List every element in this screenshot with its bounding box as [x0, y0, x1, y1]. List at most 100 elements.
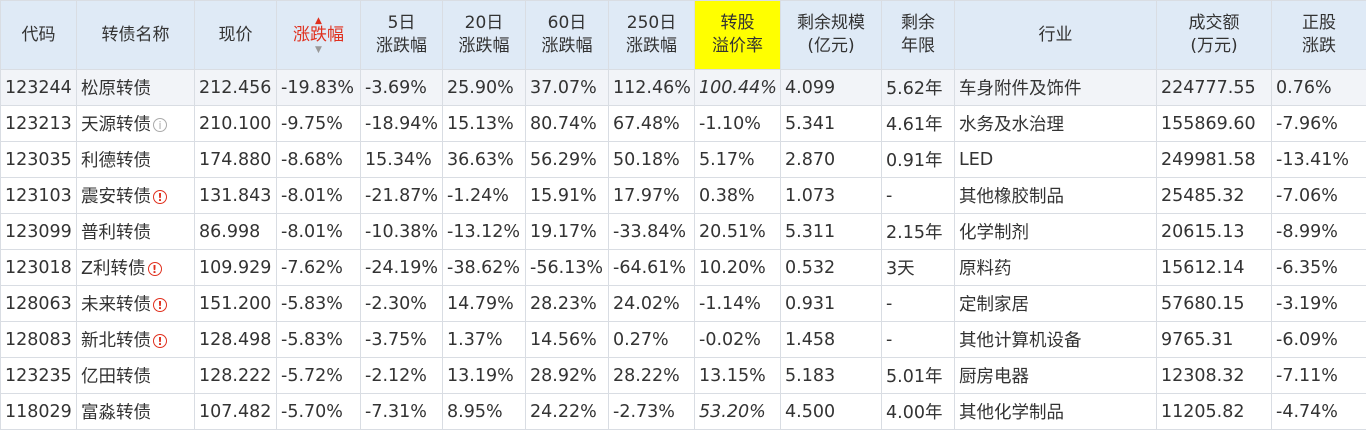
cell-code[interactable]: 128063: [0, 285, 77, 322]
cell-code[interactable]: 123244: [0, 69, 77, 106]
cell-code-text[interactable]: 123099: [5, 221, 72, 242]
col-header-chg5[interactable]: 5日 涨跌幅: [360, 0, 443, 70]
cell-amount-text: 57680.15: [1161, 293, 1245, 314]
cell-premium: -0.02%: [694, 321, 781, 358]
col-header-change[interactable]: ▲ 涨跌幅 ▼: [276, 0, 361, 70]
cell-name-text[interactable]: 富淼转债: [81, 403, 151, 423]
cell-name[interactable]: 利德转债: [76, 141, 195, 178]
cell-name[interactable]: Z利转债!: [76, 249, 195, 286]
cell-change-text: -5.70%: [281, 401, 343, 422]
cell-name-text[interactable]: 震安转债: [81, 187, 151, 207]
cell-chg60-text: 28.23%: [530, 293, 597, 314]
cell-stock-change-text: -3.19%: [1276, 293, 1338, 314]
cell-chg20: -13.12%: [442, 213, 526, 250]
cell-chg5: -2.12%: [360, 357, 443, 394]
cell-industry-text: 其他化学制品: [959, 403, 1064, 423]
cell-name[interactable]: 富淼转债: [76, 393, 195, 430]
cell-chg250-text: -33.84%: [613, 221, 687, 242]
cell-price: 107.482: [194, 393, 277, 430]
cell-price-text: 151.200: [199, 293, 272, 314]
info-icon[interactable]: i: [153, 118, 167, 132]
cell-name-text[interactable]: 亿田转债: [81, 367, 151, 387]
col-header-chg60[interactable]: 60日 涨跌幅: [525, 0, 609, 70]
col-header-chg20[interactable]: 20日 涨跌幅: [442, 0, 526, 70]
cell-industry: 厨房电器: [954, 357, 1157, 394]
table-row[interactable]: 128083 新北转债! 128.498 -5.83% -3.75% 1.37% 14.56…: [0, 321, 1366, 358]
table-row[interactable]: 123099 普利转债 86.998 -8.01% -10.38% -13.12% 19.1…: [0, 213, 1366, 250]
cell-code[interactable]: 123213: [0, 105, 77, 142]
cell-code-text[interactable]: 118029: [5, 401, 72, 422]
cell-premium: 0.38%: [694, 177, 781, 214]
cell-code[interactable]: 123035: [0, 141, 77, 178]
cell-name[interactable]: 天源转债 i: [76, 105, 195, 142]
cell-name[interactable]: 亿田转债: [76, 357, 195, 394]
cell-code[interactable]: 123103: [0, 177, 77, 214]
cell-code-text[interactable]: 128083: [5, 329, 72, 350]
cell-chg250-text: 67.48%: [613, 113, 680, 134]
cell-code-text[interactable]: 123103: [5, 185, 72, 206]
table-row[interactable]: 123213 天源转债 i 210.100 -9.75% -18.94% 15.13% 80.…: [0, 105, 1366, 142]
table-row[interactable]: 123035 利德转债 174.880 -8.68% 15.34% 36.63% 56.29…: [0, 141, 1366, 178]
cell-name[interactable]: 震安转债!: [76, 177, 195, 214]
table-row[interactable]: 123103 震安转债! 131.843 -8.01% -21.87% -1.24% 15.…: [0, 177, 1366, 214]
warning-icon[interactable]: !: [153, 334, 167, 348]
warning-icon[interactable]: !: [153, 298, 167, 312]
cell-code-text[interactable]: 128063: [5, 293, 72, 314]
cell-chg60-text: 24.22%: [530, 401, 597, 422]
cell-name-text[interactable]: Z利转债: [81, 259, 146, 279]
cell-code[interactable]: 123018: [0, 249, 77, 286]
cell-code-text[interactable]: 123213: [5, 113, 72, 134]
cell-name-text[interactable]: 新北转债: [81, 331, 151, 351]
col-header-code[interactable]: 代码: [0, 0, 77, 70]
cell-chg5: -3.75%: [360, 321, 443, 358]
col-header-scale[interactable]: 剩余规模 (亿元): [780, 0, 882, 70]
cell-chg5-text: -24.19%: [365, 257, 439, 278]
cell-chg60-text: -56.13%: [530, 257, 604, 278]
cell-name[interactable]: 未来转债!: [76, 285, 195, 322]
cell-code[interactable]: 123235: [0, 357, 77, 394]
col-header-price[interactable]: 现价: [194, 0, 277, 70]
col-header-amount[interactable]: 成交额 (万元): [1156, 0, 1272, 70]
cell-price-text: 128.222: [199, 365, 272, 386]
col-header-premium[interactable]: 转股 溢价率: [694, 0, 781, 70]
table-row[interactable]: 123018 Z利转债! 109.929 -7.62% -24.19% -38.62% -5…: [0, 249, 1366, 286]
cell-chg5-text: -3.69%: [365, 77, 427, 98]
col-header-name[interactable]: 转债名称: [76, 0, 195, 70]
cell-name[interactable]: 普利转债: [76, 213, 195, 250]
cell-chg60: 28.23%: [525, 285, 609, 322]
table-row[interactable]: 123235 亿田转债 128.222 -5.72% -2.12% 13.19% 28.92…: [0, 357, 1366, 394]
cell-name-text[interactable]: 未来转债: [81, 295, 151, 315]
cell-price: 210.100: [194, 105, 277, 142]
col-header-chg250[interactable]: 250日 涨跌幅: [608, 0, 695, 70]
cell-name[interactable]: 松原转债: [76, 69, 195, 106]
cell-price-text: 109.929: [199, 257, 272, 278]
cell-code-text[interactable]: 123018: [5, 257, 72, 278]
cell-scale-text: 2.870: [785, 149, 836, 170]
cell-scale: 5.341: [780, 105, 882, 142]
col-header-stock-change[interactable]: 正股 涨跌: [1271, 0, 1366, 70]
cell-code[interactable]: 123099: [0, 213, 77, 250]
table-row[interactable]: 118029 富淼转债 107.482 -5.70% -7.31% 8.95% 24.22%…: [0, 393, 1366, 430]
cell-chg60-text: 14.56%: [530, 329, 597, 350]
cell-industry-text: 化学制剂: [959, 223, 1029, 243]
cell-name-text[interactable]: 松原转债: [81, 79, 151, 99]
cell-code-text[interactable]: 123244: [5, 77, 72, 98]
cell-change-text: -5.83%: [281, 293, 343, 314]
cell-name-text[interactable]: 普利转债: [81, 223, 151, 243]
cell-amount-text: 25485.32: [1161, 185, 1245, 206]
col-header-term[interactable]: 剩余 年限: [881, 0, 955, 70]
cell-stock-change-text: 0.76%: [1276, 77, 1332, 98]
table-row[interactable]: 123244 松原转债 212.456 -19.83% -3.69% 25.90% 37.0…: [0, 69, 1366, 106]
cell-name-text[interactable]: 利德转债: [81, 151, 151, 171]
cell-name-text[interactable]: 天源转债: [81, 115, 151, 135]
warning-icon[interactable]: !: [147, 262, 162, 276]
cell-code-text[interactable]: 123235: [5, 365, 72, 386]
cell-code[interactable]: 128083: [0, 321, 77, 358]
col-header-industry[interactable]: 行业: [954, 0, 1157, 70]
cell-name[interactable]: 新北转债!: [76, 321, 195, 358]
cell-chg250-text: 0.27%: [613, 329, 669, 350]
table-row[interactable]: 128063 未来转债! 151.200 -5.83% -2.30% 14.79% 28.2…: [0, 285, 1366, 322]
cell-code[interactable]: 118029: [0, 393, 77, 430]
cell-code-text[interactable]: 123035: [5, 149, 72, 170]
warning-icon[interactable]: !: [153, 190, 167, 204]
